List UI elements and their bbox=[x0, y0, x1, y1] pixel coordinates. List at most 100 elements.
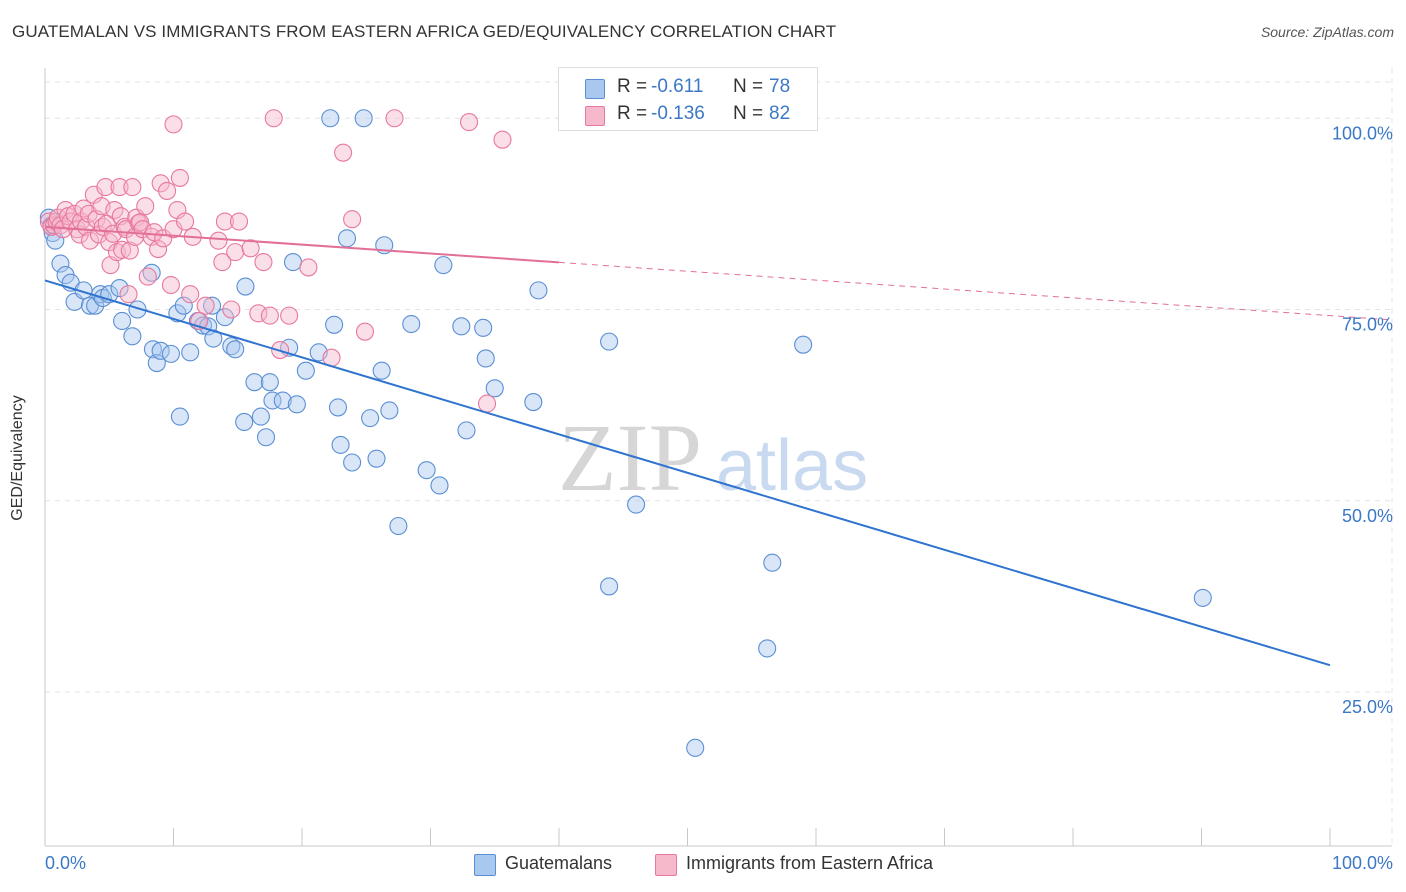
trend-line-extension bbox=[558, 261, 1393, 321]
data-point bbox=[161, 275, 180, 295]
data-point bbox=[203, 296, 222, 315]
data-point bbox=[215, 308, 234, 327]
data-point bbox=[273, 391, 292, 410]
data-point bbox=[524, 393, 543, 412]
legend-swatch-blue bbox=[585, 79, 605, 99]
legend-swatch-pink bbox=[585, 106, 605, 126]
data-point bbox=[128, 300, 147, 319]
legend-label: Guatemalans bbox=[505, 853, 613, 873]
data-point bbox=[763, 553, 782, 572]
data-point bbox=[74, 199, 93, 218]
y-tick-label: 75.0% bbox=[1342, 315, 1393, 335]
axes bbox=[44, 68, 1392, 847]
trend-lines bbox=[44, 225, 1393, 667]
data-point bbox=[251, 407, 270, 426]
data-point bbox=[372, 361, 391, 380]
stats-row-guatemalans: R = -0.611 N = 78 bbox=[559, 74, 817, 100]
data-point bbox=[280, 306, 299, 325]
data-point bbox=[158, 181, 177, 200]
data-point bbox=[168, 304, 187, 323]
data-point bbox=[241, 239, 260, 258]
watermark-zip: ZIP bbox=[558, 404, 702, 511]
data-point bbox=[113, 240, 132, 259]
data-point bbox=[260, 306, 279, 325]
stats-row-eastern-africa: R = -0.136 N = 82 bbox=[559, 101, 817, 127]
n-label: N = bbox=[733, 103, 764, 124]
x-tick-label: 100.0% bbox=[1332, 853, 1393, 873]
data-point bbox=[331, 435, 350, 454]
data-point bbox=[328, 398, 348, 417]
data-point bbox=[264, 109, 283, 128]
data-point bbox=[493, 130, 512, 149]
stats-legend: R = -0.611 N = 78 R = -0.136 N = 82 bbox=[558, 67, 818, 131]
data-point bbox=[226, 243, 245, 262]
data-point bbox=[119, 285, 138, 304]
data-point bbox=[452, 317, 471, 336]
trend-line bbox=[44, 279, 1331, 667]
data-point bbox=[136, 197, 155, 216]
data-point bbox=[96, 178, 115, 197]
data-point bbox=[151, 341, 170, 360]
data-point bbox=[355, 322, 375, 341]
n-label: N = bbox=[733, 76, 764, 97]
y-tick-label: 50.0% bbox=[1342, 506, 1393, 526]
data-point bbox=[229, 212, 249, 231]
data-point bbox=[758, 639, 777, 658]
data-point bbox=[110, 178, 129, 197]
r-label: R = bbox=[617, 103, 648, 124]
data-point bbox=[367, 449, 386, 468]
data-point bbox=[149, 240, 168, 259]
data-point bbox=[249, 304, 268, 323]
data-point bbox=[143, 340, 162, 359]
source-label: Source: ZipAtlas.com bbox=[1260, 24, 1394, 40]
data-point bbox=[236, 277, 255, 296]
series-eastern-africa bbox=[39, 109, 512, 413]
r-label: R = bbox=[617, 76, 648, 97]
data-point bbox=[600, 332, 619, 351]
data-point bbox=[477, 394, 497, 413]
data-point bbox=[80, 231, 100, 250]
data-point bbox=[209, 231, 228, 250]
data-point bbox=[254, 253, 273, 272]
n-value: 82 bbox=[769, 103, 791, 124]
data-point bbox=[283, 253, 303, 272]
data-point bbox=[334, 143, 353, 162]
data-point bbox=[181, 343, 200, 362]
data-point bbox=[170, 407, 189, 426]
data-point bbox=[296, 361, 315, 380]
data-point bbox=[131, 213, 150, 232]
watermark-atlas: atlas bbox=[716, 426, 868, 506]
chart-title: GUATEMALAN VS IMMIGRANTS FROM EASTERN AF… bbox=[12, 22, 837, 41]
data-point bbox=[343, 453, 362, 472]
data-point bbox=[1193, 588, 1212, 607]
data-point bbox=[321, 109, 340, 128]
n-value: 78 bbox=[769, 76, 791, 97]
data-point bbox=[170, 168, 189, 187]
data-point bbox=[51, 254, 70, 273]
data-point bbox=[145, 223, 164, 242]
tick-labels: 25.0% 50.0% 75.0% 100.0% 0.0% 100.0% bbox=[45, 123, 1393, 873]
data-point bbox=[181, 285, 200, 304]
data-point bbox=[123, 178, 142, 197]
data-point bbox=[86, 296, 105, 315]
y-tick-label: 25.0% bbox=[1342, 697, 1393, 717]
data-point bbox=[196, 296, 215, 315]
data-point bbox=[686, 738, 705, 757]
data-point bbox=[417, 461, 436, 480]
data-point bbox=[110, 279, 129, 298]
data-point bbox=[627, 495, 646, 514]
data-point bbox=[402, 314, 421, 334]
r-value: -0.136 bbox=[651, 103, 705, 124]
data-point bbox=[245, 373, 264, 392]
watermark: ZIP atlas bbox=[558, 404, 868, 511]
data-point bbox=[385, 109, 404, 128]
data-point bbox=[65, 204, 84, 223]
data-point bbox=[164, 115, 183, 134]
data-point bbox=[430, 476, 449, 495]
data-point bbox=[123, 327, 142, 346]
data-point bbox=[215, 212, 234, 231]
data-point bbox=[226, 340, 245, 359]
data-point bbox=[161, 344, 180, 363]
data-point bbox=[176, 212, 195, 231]
data-point bbox=[299, 258, 318, 277]
